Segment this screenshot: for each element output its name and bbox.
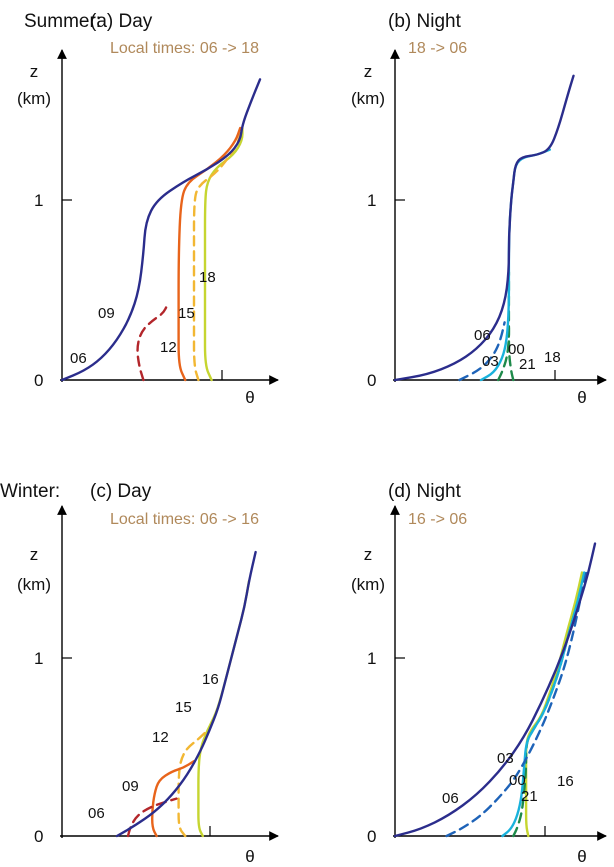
panel-title: (c) Day bbox=[90, 481, 152, 502]
y-tick-label: 1 bbox=[34, 191, 43, 210]
series-label-21: 21 bbox=[521, 788, 538, 805]
y-tick-label: 0 bbox=[367, 827, 376, 846]
series-label-16: 16 bbox=[202, 671, 219, 688]
panel-subtitle: 18 -> 06 bbox=[408, 40, 467, 57]
series-line-15 bbox=[177, 729, 209, 838]
series-label-00: 00 bbox=[508, 341, 525, 358]
y-tick-label: 1 bbox=[34, 649, 43, 668]
series-line-12 bbox=[177, 126, 242, 382]
panel-3: Winter: (c) Day Local times: 06 -> 16 0 1 z (k… bbox=[0, 481, 279, 866]
x-axis-label: θ bbox=[245, 847, 254, 866]
series-line-06 bbox=[393, 74, 575, 382]
series-line-16 bbox=[524, 571, 584, 838]
x-axis-label: θ bbox=[245, 388, 254, 407]
y-tick-label: 0 bbox=[367, 371, 376, 390]
panel-1: Summer:(a) Day Local times: 06 -> 18 0 1 z (k… bbox=[17, 11, 279, 407]
y-tick-label: 1 bbox=[367, 649, 376, 668]
series-label-00: 00 bbox=[509, 772, 526, 789]
panel-subtitle: Local times: 06 -> 18 bbox=[110, 40, 259, 57]
series-label-06: 06 bbox=[88, 805, 105, 822]
series-line-18 bbox=[203, 126, 244, 382]
x-axis-label: θ bbox=[577, 388, 586, 407]
series-line-03 bbox=[445, 571, 588, 838]
series-line-18 bbox=[507, 270, 515, 382]
series-line-06 bbox=[115, 550, 257, 838]
series-line-06 bbox=[60, 78, 262, 382]
y-axis-unit: (km) bbox=[351, 575, 385, 594]
y-axis-label: z bbox=[30, 545, 39, 564]
y-axis-label: z bbox=[364, 545, 373, 564]
series-line-15 bbox=[192, 126, 244, 382]
season-label: Summer: bbox=[24, 11, 101, 32]
panel-subtitle: Local times: 06 -> 16 bbox=[110, 511, 259, 528]
panel-title: (a) Day bbox=[90, 11, 153, 32]
y-axis-unit: (km) bbox=[17, 575, 51, 594]
series-label-03: 03 bbox=[482, 353, 499, 370]
series-label-03: 03 bbox=[497, 750, 514, 767]
y-axis-label: z bbox=[364, 62, 373, 81]
series-label-09: 09 bbox=[98, 305, 115, 322]
panel-title: (b) Night bbox=[388, 11, 462, 32]
y-axis-unit: (km) bbox=[351, 89, 385, 108]
series-label-06: 06 bbox=[70, 350, 87, 367]
series-label-06: 06 bbox=[442, 790, 459, 807]
series-line-03 bbox=[458, 321, 506, 382]
series-label-15: 15 bbox=[178, 305, 195, 322]
series-label-18: 18 bbox=[544, 349, 561, 366]
series-label-12: 12 bbox=[152, 729, 169, 746]
series-line-09 bbox=[136, 303, 169, 382]
series-label-09: 09 bbox=[122, 778, 139, 795]
panel-title: (d) Night bbox=[388, 481, 462, 502]
series-label-12: 12 bbox=[160, 339, 177, 356]
y-axis-label: z bbox=[30, 62, 39, 81]
series-line-21 bbox=[497, 321, 511, 382]
series-line-12 bbox=[151, 760, 196, 838]
series-label-21: 21 bbox=[519, 356, 536, 373]
y-tick-label: 0 bbox=[34, 827, 43, 846]
x-axis-label: θ bbox=[577, 847, 586, 866]
series-label-18: 18 bbox=[199, 269, 216, 286]
y-axis-unit: (km) bbox=[17, 89, 51, 108]
series-label-06: 06 bbox=[474, 327, 491, 344]
series-label-16: 16 bbox=[557, 773, 574, 790]
season-label: Winter: bbox=[0, 481, 60, 502]
series-line-09 bbox=[126, 797, 178, 838]
series-line-06 bbox=[393, 542, 597, 838]
panel-subtitle: 16 -> 06 bbox=[408, 511, 467, 528]
series-label-15: 15 bbox=[175, 699, 192, 716]
y-tick-label: 0 bbox=[34, 371, 43, 390]
y-tick-label: 1 bbox=[367, 191, 376, 210]
